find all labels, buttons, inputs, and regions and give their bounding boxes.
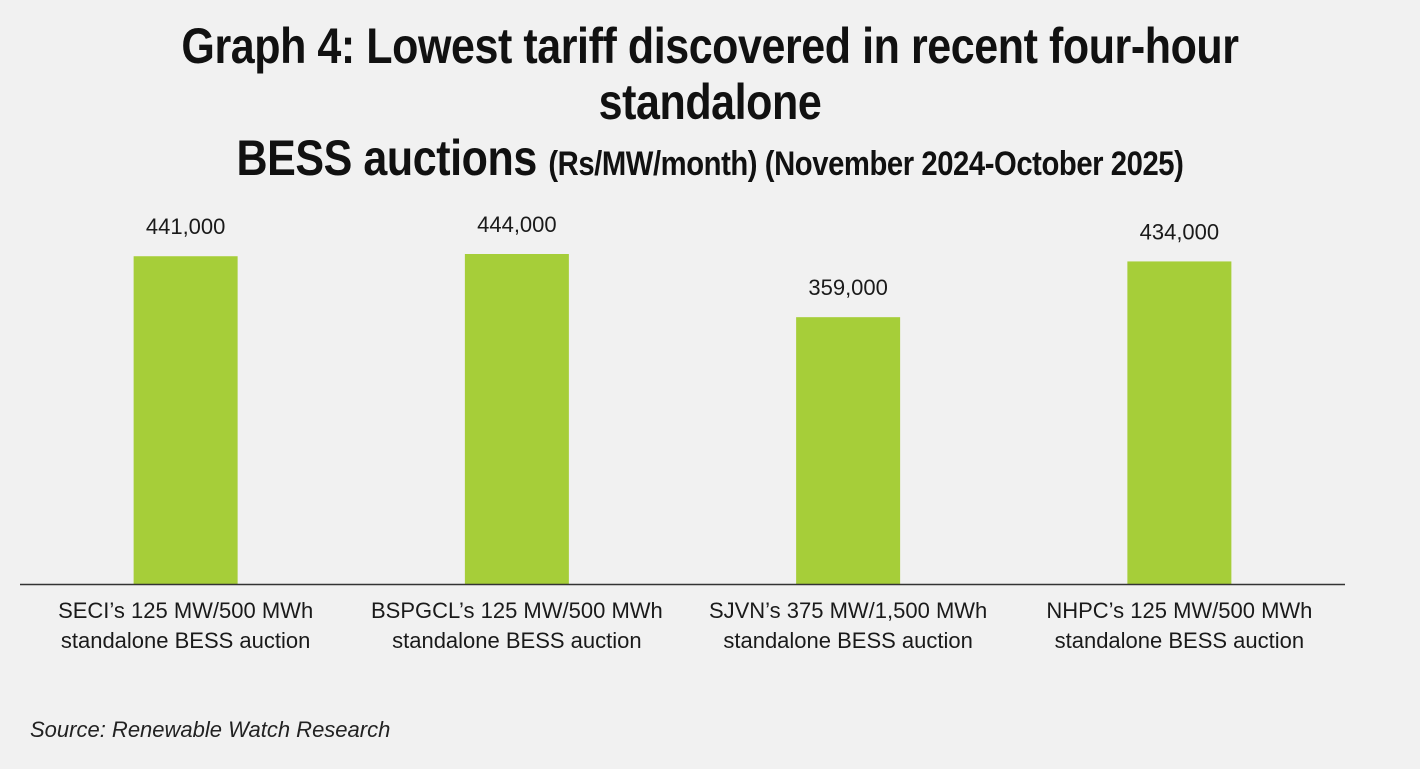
- chart-title-main: BESS auctions: [236, 130, 538, 186]
- category-label-4-line-2: standalone BESS auction: [1055, 628, 1305, 653]
- category-label-2-line-1: BSPGCL’s 125 MW/500 MWh: [371, 598, 663, 623]
- source-note: Source: Renewable Watch Research: [30, 717, 391, 742]
- chart-subtitle: (Rs/MW/month) (November 2024-October 202…: [548, 145, 1184, 183]
- category-labels-group: SECI’s 125 MW/500 MWh standalone BESS auc…: [58, 598, 1312, 653]
- value-label-2: 444,000: [477, 212, 557, 237]
- category-label-1-line-2: standalone BESS auction: [61, 628, 311, 653]
- chart-title: Graph 4: Lowest tariff discovered in rec…: [99, 18, 1320, 192]
- bars-group: [133, 254, 1232, 584]
- bar-4: [1127, 261, 1232, 584]
- chart-title-line1: Graph 4: Lowest tariff discovered in rec…: [181, 18, 1239, 130]
- bar-2: [464, 254, 569, 584]
- category-label-4-line-1: NHPC’s 125 MW/500 MWh: [1046, 598, 1312, 623]
- value-labels-group: 441,000 444,000 359,000 434,000: [146, 212, 1219, 300]
- bar-3: [796, 317, 901, 584]
- bar-1: [133, 256, 238, 584]
- chart-title-line2: BESS auctions (Rs/MW/month) (November 20…: [99, 130, 1320, 192]
- value-label-3: 359,000: [808, 275, 888, 300]
- category-label-3-line-2: standalone BESS auction: [723, 628, 973, 653]
- value-label-4: 434,000: [1140, 219, 1220, 244]
- category-label-2-line-2: standalone BESS auction: [392, 628, 642, 653]
- value-label-1: 441,000: [146, 214, 226, 239]
- category-label-1-line-1: SECI’s 125 MW/500 MWh: [58, 598, 313, 623]
- category-label-3-line-1: SJVN’s 375 MW/1,500 MWh: [709, 598, 987, 623]
